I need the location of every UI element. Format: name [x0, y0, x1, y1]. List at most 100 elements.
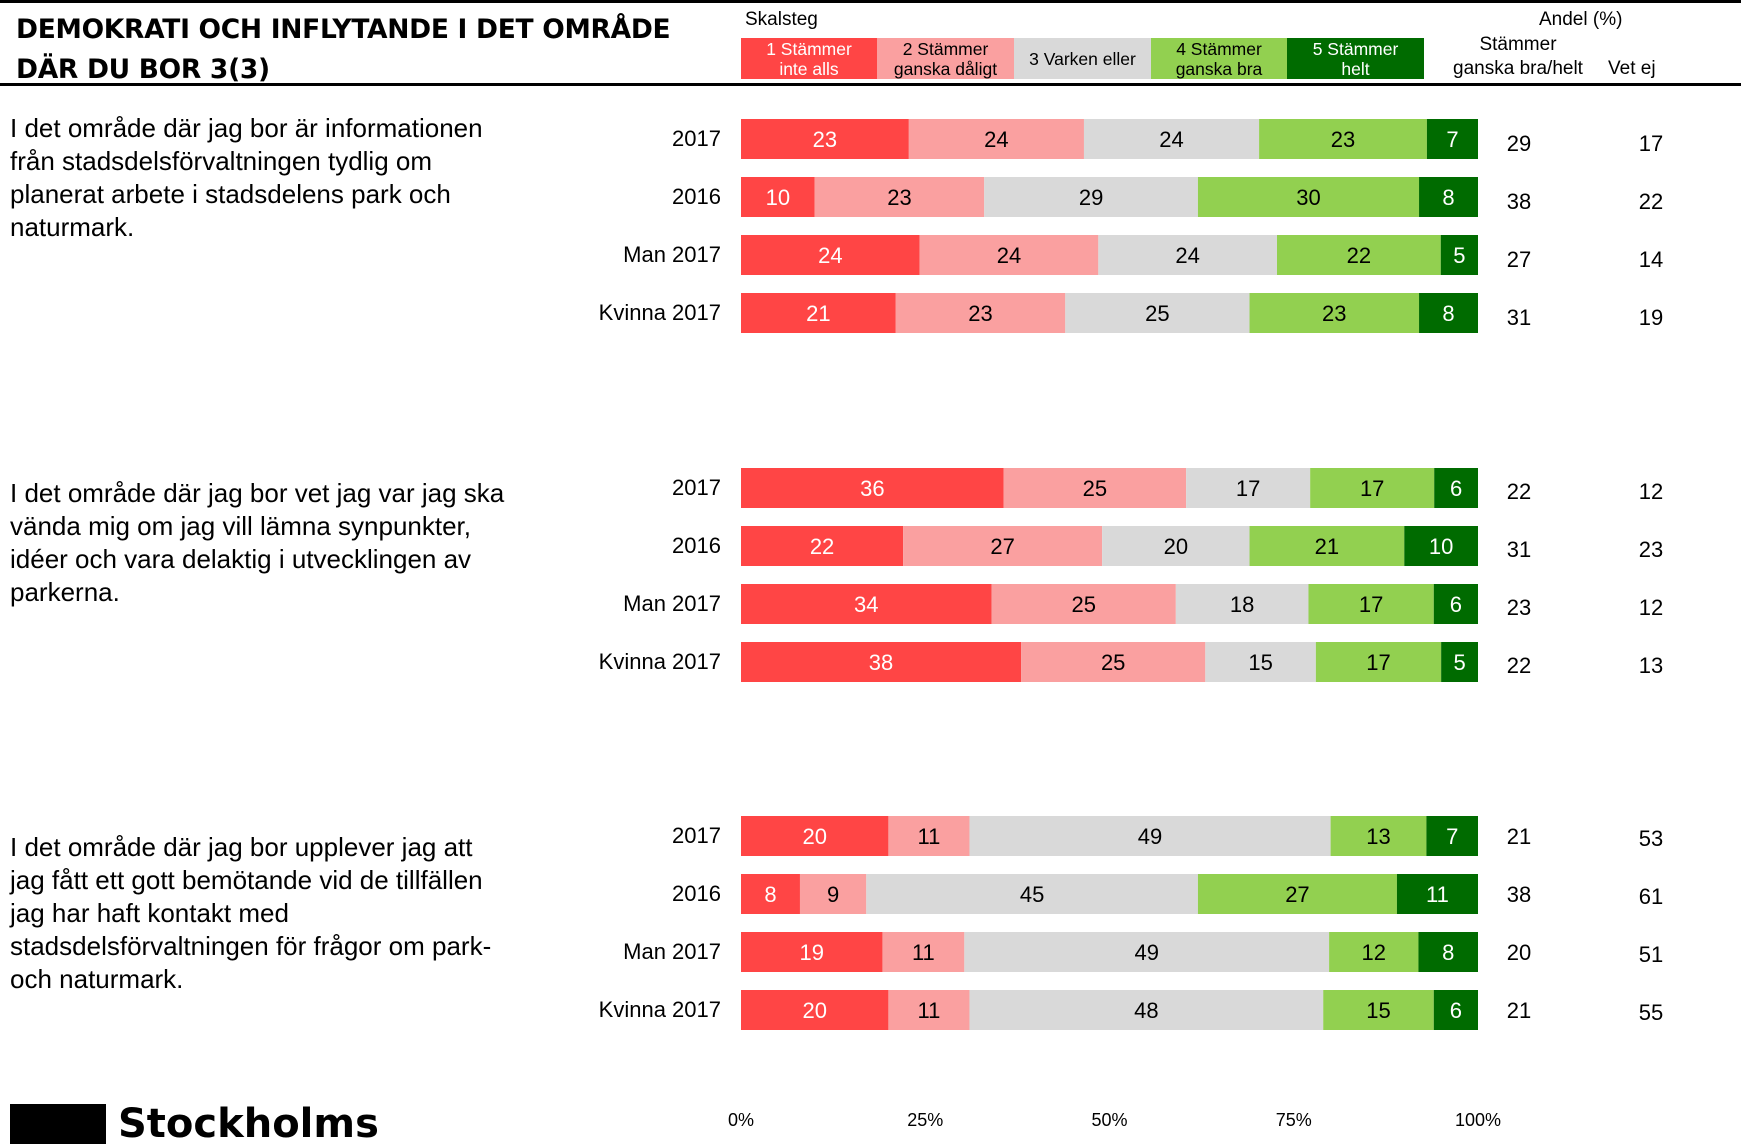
stammer-value: 27: [1506, 247, 1532, 272]
vet-ej-value: 19: [1638, 305, 1664, 330]
bar-value-label: 45: [1020, 882, 1044, 907]
bar-value-label: 15: [1366, 998, 1390, 1023]
vet-ej-value: 55: [1638, 1000, 1664, 1025]
stammer-value: 38: [1506, 189, 1532, 214]
vet-ej-value: 13: [1638, 653, 1664, 678]
bar-segment: [903, 526, 1103, 566]
bar-value-label: 23: [968, 301, 992, 326]
bar-segment: [888, 990, 970, 1030]
bar-segment: [741, 932, 883, 972]
andel-label: Andel (%): [1539, 9, 1623, 30]
stammer-value: 29: [1506, 131, 1532, 156]
row-label: 2017: [672, 823, 721, 848]
legend-item-5: 5 Stämmer helt: [1287, 38, 1424, 79]
bar-value-label: 27: [1285, 882, 1309, 907]
bar-segment: [1021, 642, 1206, 682]
row-label: Man 2017: [623, 939, 721, 964]
vet-ej-value: 17: [1638, 131, 1664, 156]
bar-value-label: 49: [1134, 940, 1158, 965]
bar-value-label: 23: [1322, 301, 1346, 326]
vet-ej-value: 12: [1638, 479, 1664, 504]
legend-item-2-line1: 2 Stämmer: [902, 38, 989, 59]
bar-value-label: 24: [818, 243, 842, 268]
bar-segment: [969, 990, 1324, 1030]
skalsteg-label: Skalsteg: [745, 9, 818, 30]
title-line-2: DÄR DU BOR 3(3): [16, 54, 270, 85]
bar-value-label: 17: [1236, 476, 1260, 501]
bar-value-label: 8: [1442, 185, 1454, 210]
bar-segment: [1197, 177, 1420, 217]
bar-segment: [741, 584, 992, 624]
legend-item-2: 2 Stämmer ganska dåligt: [877, 38, 1014, 79]
bar-segment: [1419, 293, 1478, 333]
bar-value-label: 25: [1071, 592, 1095, 617]
bar-value-label: 25: [1083, 476, 1107, 501]
stammer-value: 22: [1506, 479, 1532, 504]
legend-item-3: 3 Varken eller: [1014, 38, 1151, 79]
bar-value-label: 25: [1145, 301, 1169, 326]
stockholm-logo-icon: [10, 1104, 106, 1144]
bar-segment: [908, 119, 1084, 159]
bar-segment: [1433, 584, 1478, 624]
bar-segment: [1186, 468, 1311, 508]
bar-value-label: 20: [802, 824, 826, 849]
bar-value-label: 23: [1331, 127, 1355, 152]
legend-item-1-line2: inte alls: [779, 58, 839, 79]
page-title: DEMOKRATI OCH INFLYTANDE I DET OMRÅDE DÄ…: [16, 10, 671, 90]
bar-segment: [1434, 468, 1478, 508]
bar-segment: [1249, 526, 1405, 566]
bar-value-label: 11: [912, 940, 935, 965]
bar-value-label: 19: [799, 940, 823, 965]
bar-value-label: 15: [1248, 650, 1272, 675]
bar-segment: [964, 932, 1330, 972]
bar-segment: [1426, 119, 1478, 159]
bar-value-label: 24: [1159, 127, 1183, 152]
bar-value-label: 10: [1429, 534, 1453, 559]
bar-value-label: 23: [887, 185, 911, 210]
bar-value-label: 17: [1359, 592, 1383, 617]
logo-text: Stockholms: [118, 1101, 379, 1147]
x-tick-label: 100%: [1455, 1110, 1501, 1128]
bar-value-label: 10: [766, 185, 790, 210]
bar-value-label: 8: [1442, 301, 1454, 326]
bar-segment: [1404, 526, 1478, 566]
bar-segment: [866, 874, 1198, 914]
stammer-value: 31: [1506, 537, 1532, 562]
bar-segment: [799, 874, 867, 914]
bar-segment: [1396, 874, 1478, 914]
stammer-value: 20: [1506, 940, 1532, 965]
bar-value-label: 11: [918, 824, 941, 849]
bar-value-label: 48: [1134, 998, 1158, 1023]
bar-value-label: 21: [806, 301, 830, 326]
bar-value-label: 24: [997, 243, 1021, 268]
row-label: Kvinna 2017: [598, 300, 721, 325]
x-tick-label: 25%: [907, 1110, 943, 1128]
bar-value-label: 22: [810, 534, 834, 559]
row-label: Kvinna 2017: [598, 649, 721, 674]
row-label: 2016: [672, 533, 721, 558]
title-line-1: DEMOKRATI OCH INFLYTANDE I DET OMRÅDE: [16, 14, 671, 45]
bar-segment: [919, 235, 1099, 275]
bar-segment: [741, 119, 909, 159]
bar-value-label: 20: [802, 998, 826, 1023]
bar-value-label: 8: [1442, 940, 1454, 965]
title-rule: [0, 83, 1741, 86]
legend-item-4-line1: 4 Stämmer: [1176, 38, 1262, 59]
bar-segment: [895, 293, 1066, 333]
bar-segment: [991, 584, 1176, 624]
bar-value-label: 11: [918, 998, 941, 1023]
x-tick-label: 50%: [1091, 1110, 1127, 1128]
stammer-value: 21: [1506, 998, 1532, 1023]
bar-value-label: 6: [1450, 476, 1462, 501]
bar-value-label: 6: [1450, 998, 1462, 1023]
bar-segment: [741, 526, 904, 566]
question-3: I det område där jag bor upplever jag at…: [10, 832, 492, 994]
vet-ej-value: 51: [1638, 942, 1664, 967]
bar-segment: [1433, 990, 1478, 1030]
stammer-header-line2: ganska bra/helt: [1453, 58, 1583, 79]
bar-segment: [1102, 526, 1250, 566]
vet-ej-value: 22: [1638, 189, 1664, 214]
x-tick-label: 0%: [728, 1110, 754, 1128]
vet-ej-value: 14: [1638, 247, 1664, 272]
bar-segment: [1175, 584, 1309, 624]
